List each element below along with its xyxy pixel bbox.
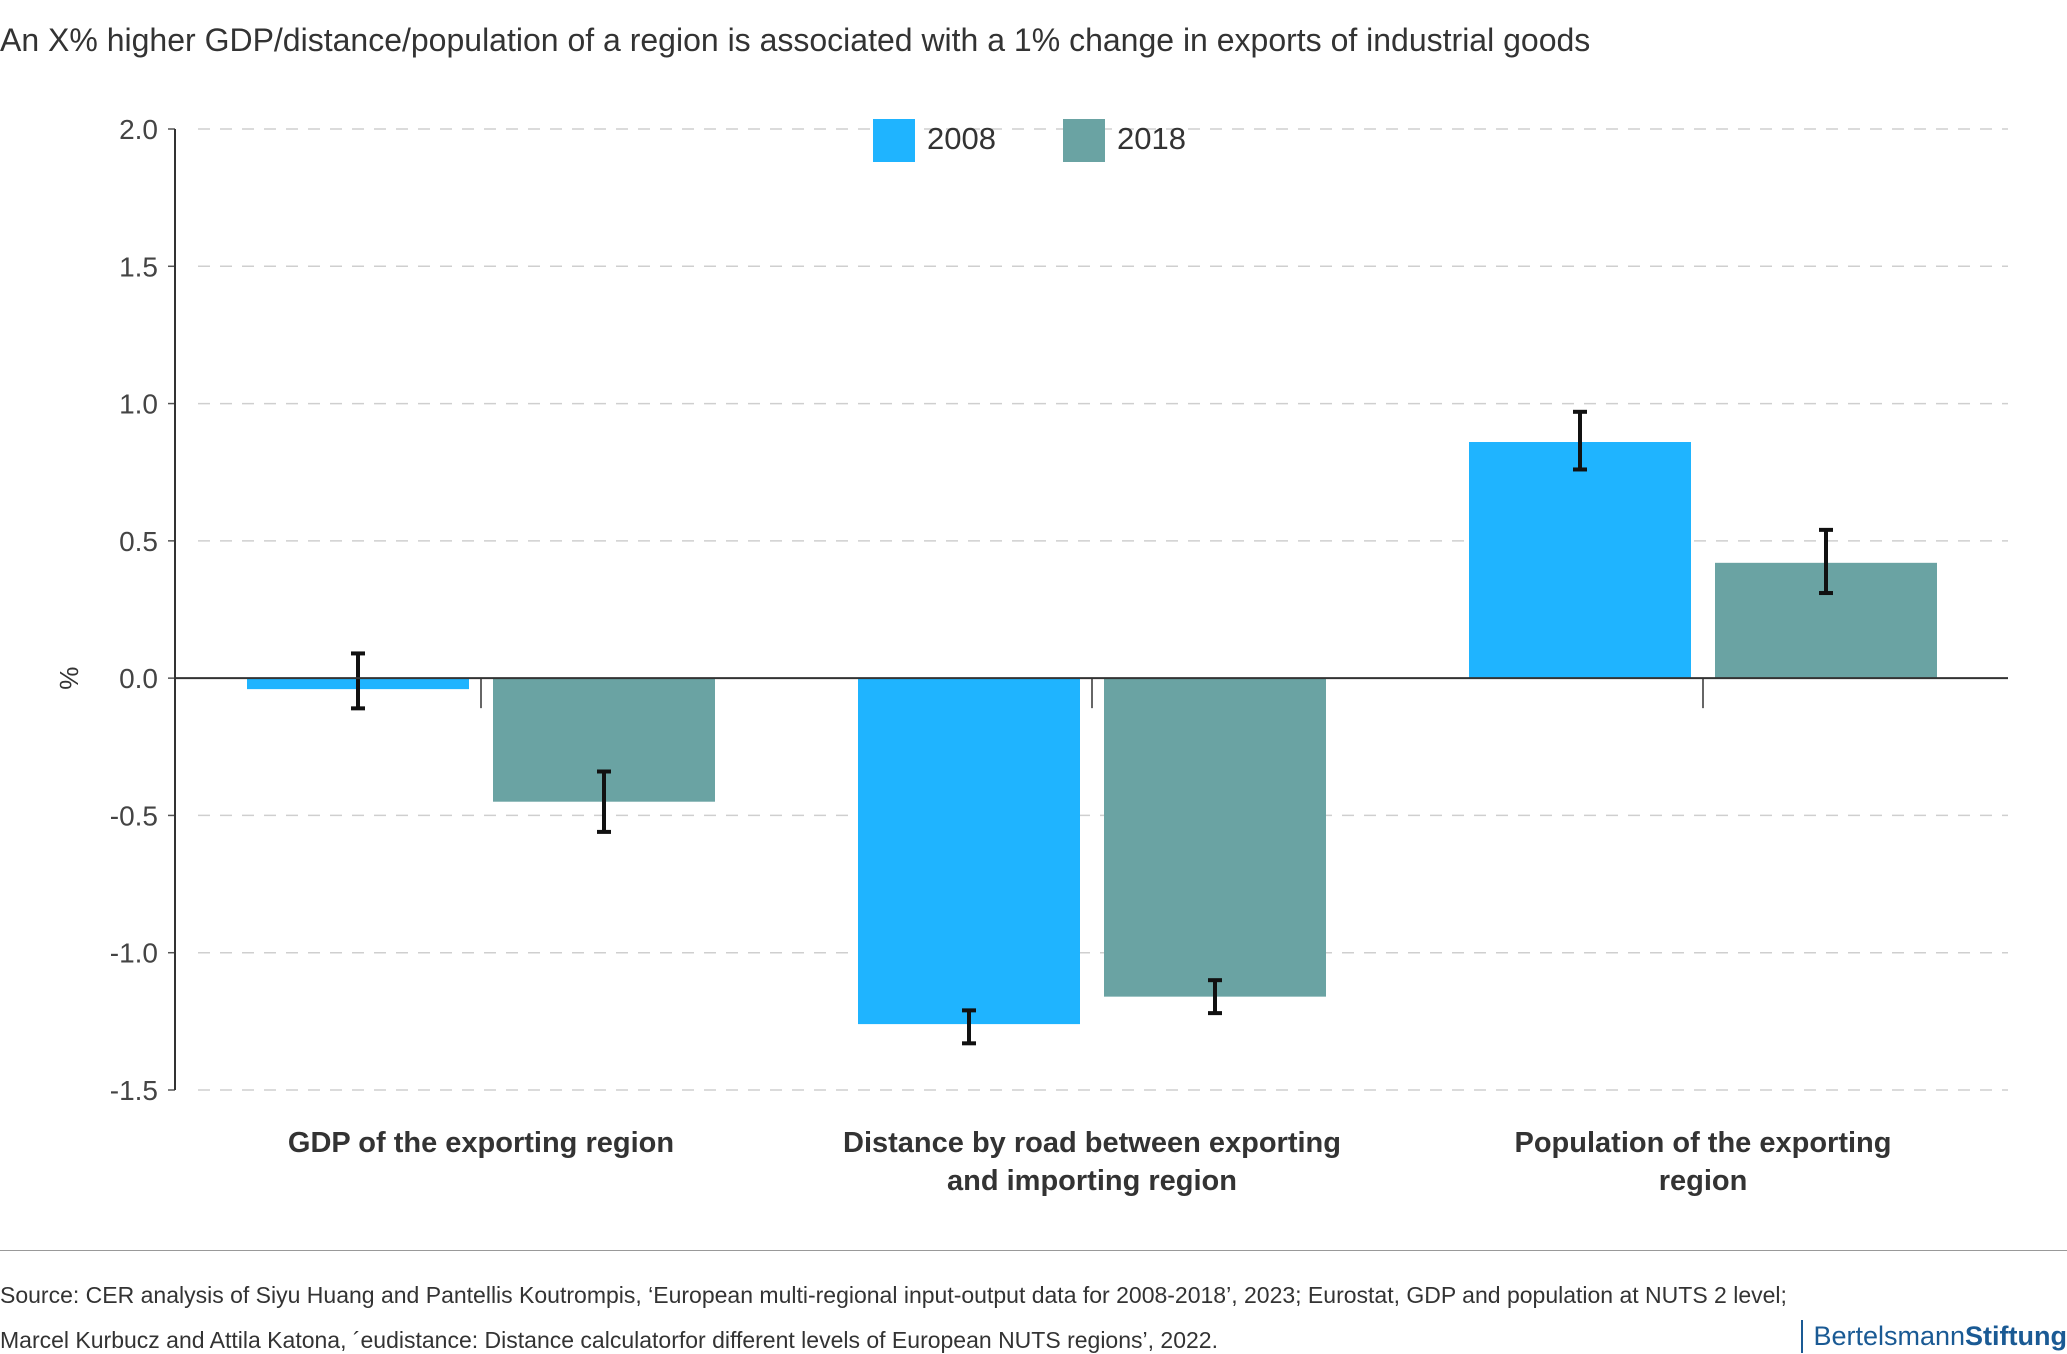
x-category-label: Distance by road between exporting bbox=[843, 1127, 1341, 1159]
bar-chart: 2.0 1.5 1.0 0.5 0.0 -0.5 -1.0 -1.5% GDP of the e… bbox=[54, 114, 2008, 1197]
y-tick-label: 0.5 bbox=[119, 526, 158, 557]
y-tick-label: -1.5 bbox=[110, 1075, 158, 1106]
brand-name-part1: Bertelsmann bbox=[1813, 1321, 1966, 1351]
y-tick-label: 2.0 bbox=[119, 114, 158, 145]
legend-label-2018: 2018 bbox=[1117, 121, 1186, 156]
y-tick-label: 1.5 bbox=[119, 251, 158, 282]
x-category-label: Population of the exporting bbox=[1515, 1127, 1892, 1159]
chart-title: An X% higher GDP/distance/population of … bbox=[0, 22, 1591, 58]
bar-2008-3 bbox=[1469, 442, 1691, 679]
bar-2008-2 bbox=[858, 678, 1080, 1025]
legend-label-2008: 2008 bbox=[927, 121, 996, 156]
legend-swatch-2008 bbox=[873, 119, 915, 162]
x-category-label: GDP of the exporting region bbox=[288, 1127, 674, 1159]
y-tick-label: -1.0 bbox=[110, 938, 158, 969]
bertelsmann-stiftung-logo: BertelsmannStiftung bbox=[1801, 1320, 2067, 1353]
y-tick-label: 1.0 bbox=[119, 389, 158, 420]
y-tick-label: -0.5 bbox=[110, 800, 158, 831]
source-note-line-1: Source: CER analysis of Siyu Huang and P… bbox=[0, 1282, 1787, 1308]
footer-divider bbox=[0, 1250, 2067, 1251]
bar-2018-2 bbox=[1104, 678, 1326, 997]
source-note-line-2: Marcel Kurbucz and Attila Katona, ´eudis… bbox=[0, 1327, 1218, 1353]
brand-name-part2: Stiftung bbox=[1965, 1321, 2067, 1351]
x-category-label: region bbox=[1659, 1165, 1748, 1197]
legend-swatch-2018 bbox=[1063, 119, 1105, 162]
y-tick-label: 0.0 bbox=[119, 663, 158, 694]
y-axis-label: % bbox=[54, 667, 84, 690]
x-category-label: and importing region bbox=[947, 1165, 1237, 1197]
